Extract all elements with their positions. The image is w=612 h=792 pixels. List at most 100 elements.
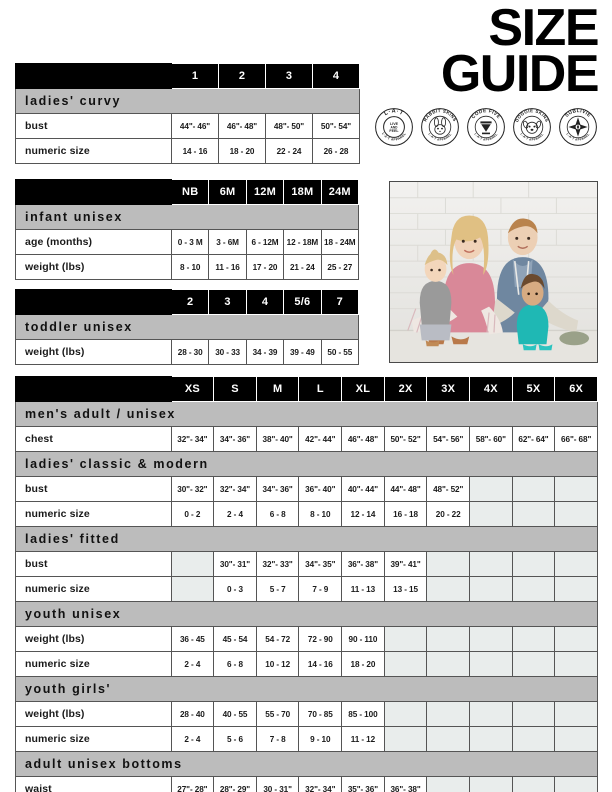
section-label: ladies' curvy [15, 88, 360, 114]
size-header-6x: 6X [554, 376, 598, 402]
measurement-cell: 32"- 33" [255, 551, 300, 577]
measurement-cell: 10 - 12 [255, 651, 300, 677]
measurement-cell: 46"- 48" [218, 113, 266, 139]
measurement-cell: 34 - 39 [245, 339, 285, 365]
empty-cell [511, 726, 556, 752]
measurement-cell: 90 - 110 [341, 626, 385, 652]
measurement-cell: 55 - 70 [255, 701, 300, 727]
size-header-xl: XL [341, 376, 385, 402]
measurement-cell: 36"- 38" [383, 776, 428, 792]
table-row: weight (lbs) 36 - 45 45 - 54 54 - 72 72 - 90… [15, 626, 598, 652]
row-label: numeric size [15, 501, 172, 527]
measurement-cell: 16 - 18 [383, 501, 428, 527]
measurement-cell: 27"- 28" [170, 776, 215, 792]
measurement-cell: 30 - 31" [255, 776, 300, 792]
section-label: men's adult / unisex [15, 401, 598, 427]
measurement-cell: 11 - 12 [341, 726, 385, 752]
measurement-cell: 26 - 28 [312, 138, 360, 164]
measurement-cell: 32"- 34" [298, 776, 343, 792]
empty-cell [469, 576, 513, 602]
empty-cell [426, 701, 471, 727]
empty-cell [426, 626, 471, 652]
measurement-cell: 40"- 44" [341, 476, 385, 502]
section-label: infant unisex [15, 204, 359, 230]
measurement-cell: 30"- 32" [170, 476, 215, 502]
ladies-curvy-body: 1 2 3 4 ladies' curvy bust 44"- 46" 46"- 48" 48"… [15, 63, 360, 164]
empty-cell [554, 476, 598, 502]
empty-cell [383, 701, 428, 727]
empty-cell [426, 651, 471, 677]
measurement-cell: 7 - 9 [298, 576, 343, 602]
section-band: adult unisex bottoms [15, 751, 598, 777]
measurement-cell: 3 - 6M [208, 229, 247, 255]
size-header-2: 2 [218, 63, 266, 89]
empty-cell [170, 551, 215, 577]
empty-cell [554, 651, 598, 677]
section-band: ladies' curvy [15, 88, 360, 114]
measurement-cell: 14 - 16 [171, 138, 219, 164]
row-label: bust [15, 113, 172, 139]
section-label: adult unisex bottoms [15, 751, 598, 777]
empty-cell [554, 501, 598, 527]
table-row: bust 30"- 32" 32"- 34" 34"- 36" 36"- 40" 40"-… [15, 476, 598, 502]
row-label: age (months) [15, 229, 172, 255]
section-band: toddler unisex [15, 314, 359, 340]
empty-cell [469, 776, 513, 792]
page-title: SIZE GUIDE [372, 2, 600, 100]
code-five-logo: CODE FIVE L·A·T APPAREL [467, 108, 505, 146]
size-header-m: M [255, 376, 300, 402]
measurement-cell: 6 - 12M [245, 229, 285, 255]
measurement-cell: 35"- 36" [341, 776, 385, 792]
measurement-cell: 6 - 8 [255, 501, 300, 527]
row-label: bust [15, 476, 172, 502]
svg-text:LIVE: LIVE [390, 122, 399, 126]
empty-cell [554, 776, 598, 792]
row-label: weight (lbs) [15, 339, 172, 365]
row-label: weight (lbs) [15, 254, 172, 280]
size-header-row: XS S M L XL 2X 3X 4X 5X 6X [15, 376, 598, 402]
family-photo-illustration [390, 182, 597, 362]
size-header-row: 2 3 4 5/6 7 [15, 289, 360, 315]
size-header-24m: 24M [320, 179, 360, 205]
measurement-cell: 28 - 30 [170, 339, 210, 365]
table-row: weight (lbs) 28 - 30 30 - 33 34 - 39 39 - 49… [15, 339, 360, 365]
family-photo [389, 181, 598, 363]
empty-cell [554, 626, 598, 652]
table-row: weight (lbs) 28 - 40 40 - 55 55 - 70 70 - 85… [15, 701, 598, 727]
svg-text:CODE FIVE: CODE FIVE [470, 108, 501, 120]
empty-cell [469, 701, 513, 727]
empty-cell [511, 651, 556, 677]
section-label: ladies' classic & modern [15, 451, 598, 477]
measurement-cell: 39 - 49 [283, 339, 322, 365]
row-label: bust [15, 551, 172, 577]
size-header-18m: 18M [283, 179, 322, 205]
svg-text:L·A·T: L·A·T [383, 108, 404, 117]
measurement-cell: 48"- 50" [265, 113, 313, 139]
measurement-cell: 11 - 13 [341, 576, 385, 602]
measurement-cell: 14 - 16 [298, 651, 343, 677]
table-row: chest 32"- 34" 34"- 36" 38"- 40" 42"- 44" 46"… [15, 426, 598, 452]
table-row: bust 30"- 31" 32"- 33" 34"- 35" 36"- 38" 39"-… [15, 551, 598, 577]
empty-cell [511, 576, 556, 602]
measurement-cell: 44"- 48" [383, 476, 428, 502]
measurement-cell: 2 - 4 [170, 726, 215, 752]
toddler-body: 2 3 4 5/6 7 toddler unisex weight (lbs) 28 - 30… [15, 289, 360, 365]
page-title-line1: SIZE [488, 0, 599, 57]
size-header-4x: 4X [469, 376, 513, 402]
row-label: numeric size [15, 576, 172, 602]
measurement-cell: 30 - 33 [208, 339, 247, 365]
row-label: numeric size [15, 726, 172, 752]
measurement-cell: 20 - 22 [426, 501, 471, 527]
empty-cell [511, 476, 556, 502]
section-label: youth unisex [15, 601, 598, 627]
svg-text:SUBLIVIE: SUBLIVIE [564, 108, 592, 119]
measurement-cell: 32"- 34" [213, 476, 257, 502]
header-corner-cell [15, 289, 172, 315]
table-main-sizes: XS S M L XL 2X 3X 4X 5X 6X men's adult / unisex che… [15, 376, 598, 792]
table-toddler-unisex: 2 3 4 5/6 7 toddler unisex weight (lbs) 28 - 30… [15, 289, 360, 365]
measurement-cell: 39"- 41" [383, 551, 428, 577]
measurement-cell: 40 - 55 [213, 701, 257, 727]
measurement-cell: 2 - 4 [213, 501, 257, 527]
measurement-cell: 12 - 14 [341, 501, 385, 527]
